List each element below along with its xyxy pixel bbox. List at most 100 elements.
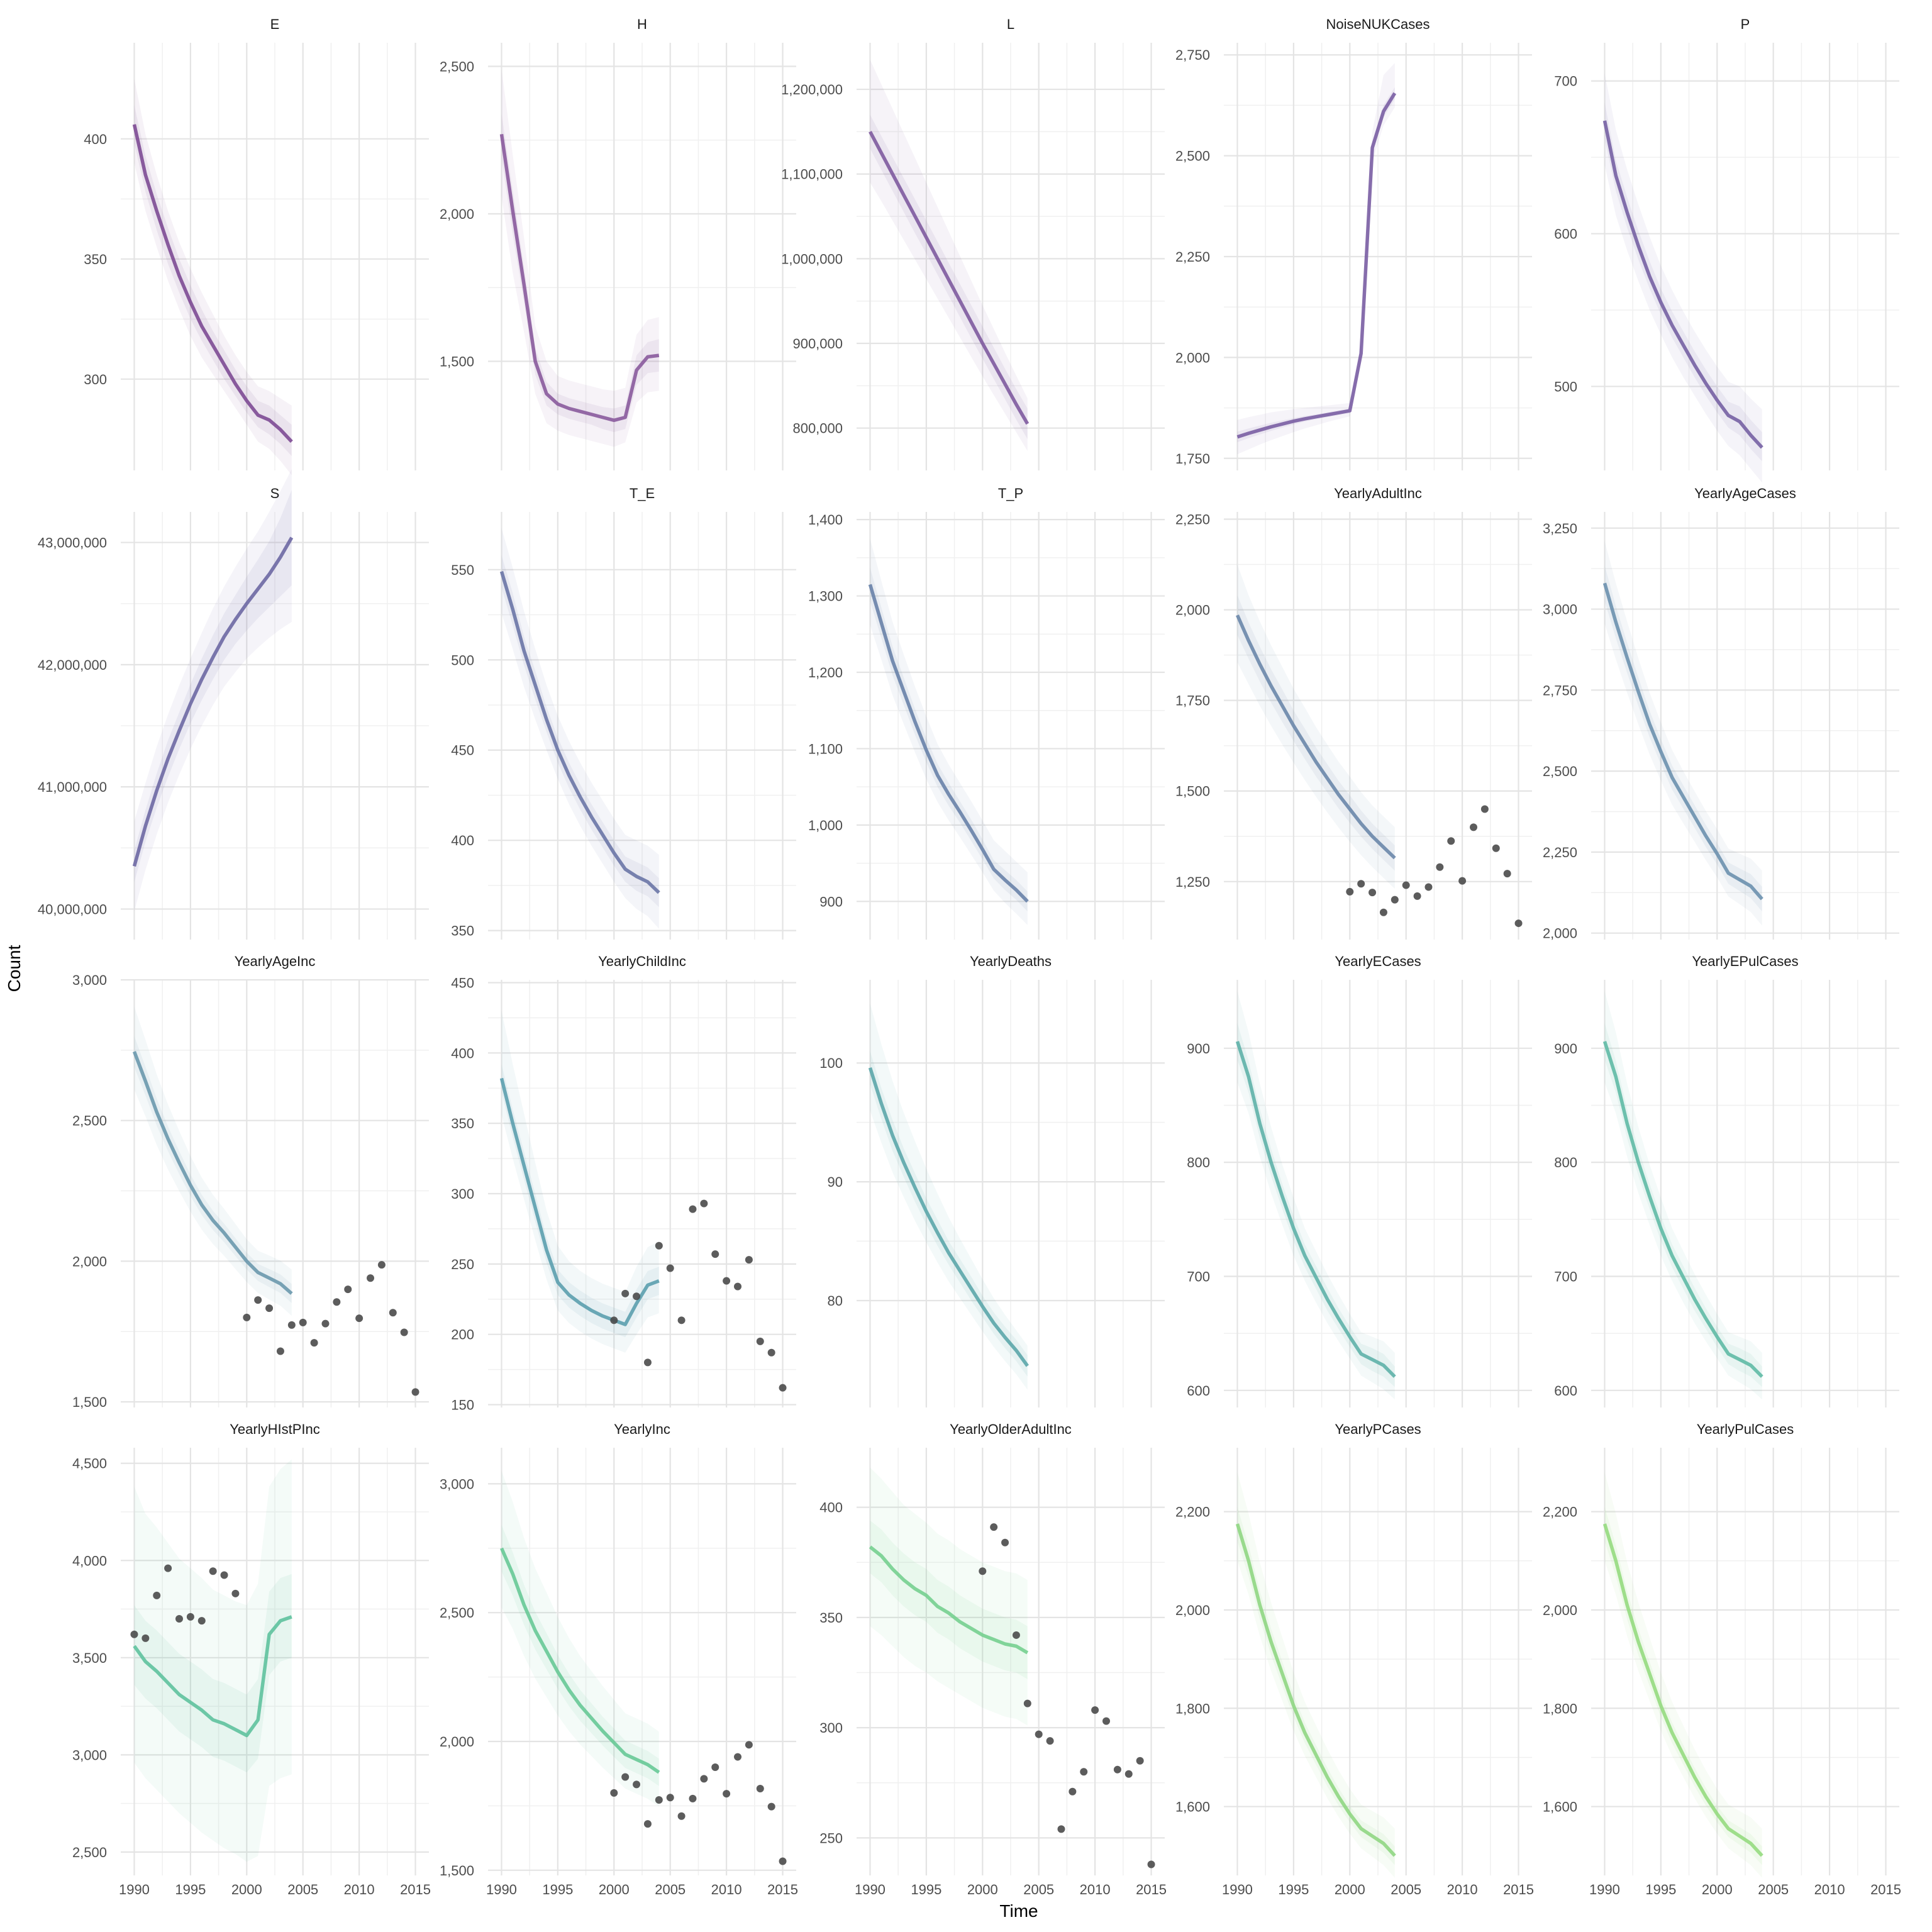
facet-panel: L 800,000 900,000 1,000,000 1,100,000 1,200,0… (781, 16, 1165, 470)
observed-point (1069, 1787, 1077, 1796)
observed-point (411, 1388, 419, 1396)
y-tick-label: 3,250 (1543, 521, 1577, 536)
x-tick-label: 2015 (1136, 1882, 1167, 1897)
y-tick-label: 300 (451, 1186, 474, 1202)
x-axis-title: Time (999, 1901, 1038, 1921)
observed-point (723, 1790, 731, 1798)
y-tick-label: 1,100 (808, 741, 843, 757)
outer-interval-band (1604, 73, 1762, 483)
observed-point (779, 1384, 787, 1392)
y-tick-label: 3,000 (1543, 602, 1577, 618)
y-tick-label: 1,750 (1175, 693, 1210, 709)
facet-panel: YearlyAdultInc 1,250 1,500 1,750 2,000 2,250 (1175, 486, 1532, 940)
y-tick-label: 1,600 (1543, 1799, 1577, 1815)
y-tick-label: 150 (451, 1397, 474, 1413)
y-tick-label: 1,600 (1175, 1799, 1210, 1815)
x-tick-label: 1995 (1278, 1882, 1309, 1897)
y-tick-label: 250 (819, 1830, 843, 1846)
observed-point (643, 1820, 652, 1828)
y-tick-label: 1,250 (1175, 874, 1210, 890)
observed-point (1102, 1717, 1111, 1725)
facet-title: YearlyAgeCases (1694, 486, 1796, 501)
inner-interval-band (134, 105, 292, 457)
facet-panel: T_P 900 1,000 1,100 1,200 1,300 1,400 (808, 486, 1165, 940)
y-tick-label: 1,000 (808, 818, 843, 833)
y-tick-label: 2,000 (1543, 1602, 1577, 1618)
observed-point (756, 1784, 764, 1792)
y-tick-label: 700 (1554, 74, 1577, 89)
inner-interval-band (1237, 1023, 1395, 1387)
y-tick-label: 350 (451, 1116, 474, 1131)
y-tick-label: 900,000 (792, 336, 843, 352)
observed-point (734, 1753, 742, 1761)
observed-point (1080, 1768, 1088, 1776)
facet-title: YearlyChildInc (598, 953, 686, 969)
y-tick-label: 400 (84, 131, 107, 147)
y-tick-label: 700 (1554, 1269, 1577, 1284)
x-tick-label: 2000 (1335, 1882, 1365, 1897)
facet-title: YearlyPulCases (1697, 1421, 1794, 1437)
outer-interval-band (501, 1011, 659, 1353)
y-tick-label: 4,000 (72, 1553, 107, 1568)
median-line (1602, 582, 1763, 901)
y-tick-label: 43,000,000 (38, 535, 107, 551)
observed-point (377, 1261, 386, 1269)
median-line (499, 1077, 660, 1326)
outer-interval-band (501, 528, 659, 929)
x-tick-label: 2015 (1503, 1882, 1534, 1897)
y-tick-label: 2,500 (72, 1845, 107, 1860)
x-tick-label: 2010 (1447, 1882, 1478, 1897)
x-tick-label: 1995 (911, 1882, 941, 1897)
observed-point (1057, 1825, 1065, 1833)
x-tick-label: 2010 (344, 1882, 375, 1897)
observed-point (1023, 1699, 1031, 1707)
facet-panel: T_E 350 400 450 500 550 (451, 486, 796, 940)
inner-interval-band (1604, 1023, 1762, 1387)
y-tick-label: 2,000 (1175, 350, 1210, 365)
facet-panel: YearlyOlderAdultInc 250 300 350 400 1990 1995 2… (819, 1421, 1167, 1897)
outer-interval-band (134, 79, 292, 475)
y-tick-label: 3,500 (72, 1650, 107, 1666)
observed-point (1136, 1757, 1144, 1765)
y-tick-label: 2,750 (1175, 47, 1210, 63)
observed-point (677, 1812, 686, 1820)
observed-point (1147, 1860, 1155, 1868)
observed-point (700, 1775, 708, 1783)
x-tick-label: 1995 (175, 1882, 206, 1897)
median-line (133, 1615, 292, 1738)
observed-point (1503, 870, 1511, 878)
facet-title: YearlyOlderAdultInc (950, 1421, 1072, 1437)
observed-point (689, 1794, 697, 1802)
inner-interval-band (1604, 565, 1762, 912)
inner-interval-band (501, 555, 659, 908)
y-tick-label: 300 (84, 372, 107, 387)
y-tick-label: 300 (819, 1720, 843, 1736)
facet-title: YearlyDeaths (970, 953, 1052, 969)
observed-point (1113, 1765, 1121, 1774)
median-line (499, 134, 660, 423)
y-tick-label: 2,000 (1543, 926, 1577, 941)
median-line (868, 1067, 1030, 1367)
y-tick-label: 1,000,000 (781, 251, 843, 267)
outer-interval-band (134, 1006, 292, 1316)
median-line (1235, 1041, 1396, 1378)
y-tick-label: 900 (819, 894, 843, 909)
observed-point (1035, 1730, 1043, 1738)
facet-panel: YearlyChildInc 150 200 250 300 350 400 450 (451, 953, 796, 1413)
observed-point (1379, 908, 1387, 916)
median-line (869, 1545, 1029, 1655)
observed-point (979, 1567, 987, 1575)
x-tick-label: 1995 (1645, 1882, 1676, 1897)
outer-interval-band (1604, 1472, 1762, 1878)
observed-point (321, 1319, 330, 1328)
facet-panel: P 500 600 700 (1554, 16, 1899, 483)
x-tick-label: 1990 (486, 1882, 517, 1897)
observed-point (254, 1296, 262, 1304)
x-tick-label: 1990 (1589, 1882, 1620, 1897)
inner-interval-band (870, 567, 1028, 912)
median-line (1602, 120, 1763, 449)
inner-interval-band (134, 1574, 292, 1773)
y-tick-label: 2,500 (72, 1113, 107, 1129)
y-tick-label: 1,100,000 (781, 167, 843, 182)
observed-point (142, 1634, 150, 1642)
